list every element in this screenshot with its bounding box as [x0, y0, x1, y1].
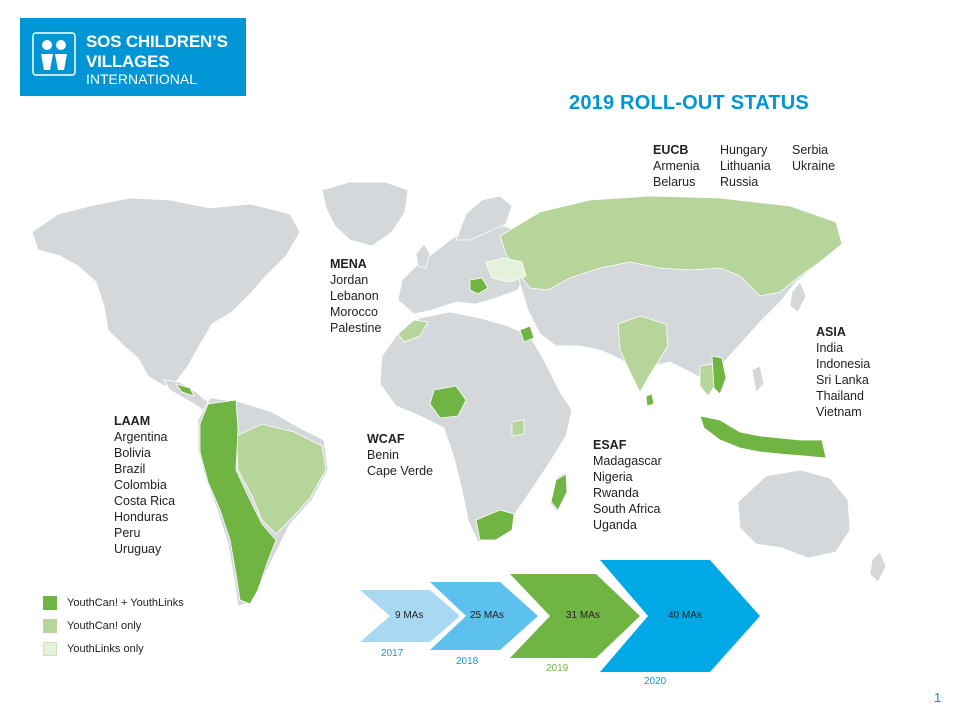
- region-esaf-country: Rwanda: [593, 486, 639, 500]
- russia-region: [499, 195, 843, 297]
- region-laam-heading: LAAM: [114, 414, 151, 428]
- region-eucb-country: Russia: [720, 175, 759, 189]
- region-asia-country: Indonesia: [816, 357, 871, 371]
- central-america-region: [174, 383, 195, 397]
- timeline-year-2020: 2020: [644, 676, 667, 687]
- region-mena: MENA Jordan Lebanon Morocco Palestine: [330, 256, 381, 336]
- australia-shape: [737, 469, 851, 559]
- region-eucb-country: Serbia: [792, 143, 829, 157]
- nigeria-region: [429, 385, 467, 419]
- south-africa-region: [475, 509, 515, 541]
- legend-swatch-pale-green: [43, 642, 57, 656]
- hungary-region: [469, 277, 489, 295]
- chevron-2017: [360, 590, 460, 642]
- logo-text-line1: SOS CHILDREN’S: [86, 32, 228, 51]
- sri-lanka-region: [645, 393, 655, 407]
- region-mena-country: Morocco: [330, 305, 378, 319]
- region-laam-country: Uruguay: [114, 542, 162, 556]
- logo-text-line3: INTERNATIONAL: [86, 71, 197, 87]
- andean-region: [199, 399, 277, 605]
- timeline-label-2020: 40 MAs: [668, 610, 702, 621]
- brazil-region: [235, 423, 327, 535]
- region-esaf-country: Uganda: [593, 518, 637, 532]
- uk-shape: [415, 243, 431, 269]
- timeline-label-2018: 25 MAs: [470, 610, 504, 621]
- region-mena-country: Palestine: [330, 321, 382, 335]
- region-esaf-country: Nigeria: [593, 470, 633, 484]
- region-mena-heading: MENA: [330, 257, 367, 271]
- uganda-region: [511, 419, 525, 437]
- japan-shape: [789, 281, 807, 313]
- region-eucb-col3: Serbia Ukraine: [792, 142, 835, 174]
- chevron-2020: [600, 560, 760, 672]
- region-asia-country: Sri Lanka: [816, 373, 869, 387]
- region-wcaf-country: Benin: [367, 448, 399, 462]
- chevron-2019: [510, 574, 640, 658]
- page-title: 2019 ROLL-OUT STATUS: [569, 92, 809, 114]
- region-eucb-country: Belarus: [653, 175, 696, 189]
- legend-swatch-light-green: [43, 619, 57, 633]
- africa-shape: [379, 311, 573, 543]
- thailand-region: [699, 363, 717, 397]
- timeline-year-2019: 2019: [546, 663, 569, 674]
- region-asia-country: India: [816, 341, 844, 355]
- new-zealand-shape: [869, 551, 887, 583]
- ukraine-region: [485, 257, 527, 283]
- legend-label: YouthLinks only: [67, 643, 144, 655]
- region-laam-country: Argentina: [114, 430, 168, 444]
- region-laam-country: Colombia: [114, 478, 167, 492]
- region-esaf-heading: ESAF: [593, 438, 627, 452]
- region-esaf-country: Madagascar: [593, 454, 662, 468]
- region-wcaf: WCAF Benin Cape Verde: [367, 431, 433, 479]
- legend-swatch-dark-green: [43, 596, 57, 610]
- levant-region: [519, 325, 535, 343]
- region-eucb-country: Armenia: [653, 159, 700, 173]
- timeline-year-2018: 2018: [456, 656, 479, 667]
- region-asia-heading: ASIA: [816, 325, 846, 339]
- logo-text-line2: VILLAGES: [86, 52, 170, 71]
- region-asia-country: Thailand: [816, 389, 864, 403]
- vietnam-region: [711, 355, 727, 395]
- region-laam-country: Honduras: [114, 510, 169, 524]
- region-asia-country: Vietnam: [816, 405, 862, 419]
- region-eucb-country: Hungary: [720, 143, 768, 157]
- chevron-2018: [430, 582, 538, 650]
- region-laam-country: Costa Rica: [114, 494, 176, 508]
- legend-label: YouthCan! + YouthLinks: [67, 597, 184, 609]
- region-wcaf-heading: WCAF: [367, 432, 405, 446]
- region-eucb-heading: EUCB: [653, 143, 689, 157]
- region-eucb-country: Ukraine: [792, 159, 836, 173]
- region-laam: LAAM Argentina Bolivia Brazil Colombia C…: [114, 413, 175, 557]
- region-laam-country: Bolivia: [114, 446, 151, 460]
- region-mena-country: Lebanon: [330, 289, 379, 303]
- greenland-shape: [321, 181, 409, 247]
- region-laam-country: Peru: [114, 526, 141, 540]
- indonesia-region: [699, 415, 827, 459]
- timeline-label-2019: 31 MAs: [566, 610, 600, 621]
- philippines-shape: [751, 365, 765, 393]
- legend-label: YouthCan! only: [67, 620, 142, 632]
- morocco-region: [397, 319, 429, 343]
- region-eucb-country: Lithuania: [720, 159, 771, 173]
- region-mena-country: Jordan: [330, 273, 369, 287]
- north-america-shape: [31, 197, 301, 387]
- scandinavia-shape: [455, 195, 513, 241]
- region-esaf: ESAF Madagascar Nigeria Rwanda South Afr…: [593, 437, 662, 533]
- sos-logo-mark: [32, 32, 76, 76]
- region-esaf-country: South Africa: [593, 502, 661, 516]
- sos-logo: SOS CHILDREN’S VILLAGES INTERNATIONAL: [20, 18, 246, 96]
- madagascar-region: [550, 473, 568, 511]
- region-eucb-col2: Hungary Lithuania Russia: [720, 142, 771, 190]
- timeline-label-2017: 9 MAs: [395, 610, 424, 621]
- region-asia: ASIA India Indonesia Sri Lanka Thailand …: [816, 324, 870, 420]
- page-number: 1: [934, 690, 942, 705]
- region-eucb-col1: EUCB Armenia Belarus: [653, 142, 700, 190]
- region-wcaf-country: Cape Verde: [367, 464, 434, 478]
- india-region: [617, 315, 669, 393]
- timeline-year-2017: 2017: [381, 648, 404, 659]
- region-laam-country: Brazil: [114, 462, 146, 476]
